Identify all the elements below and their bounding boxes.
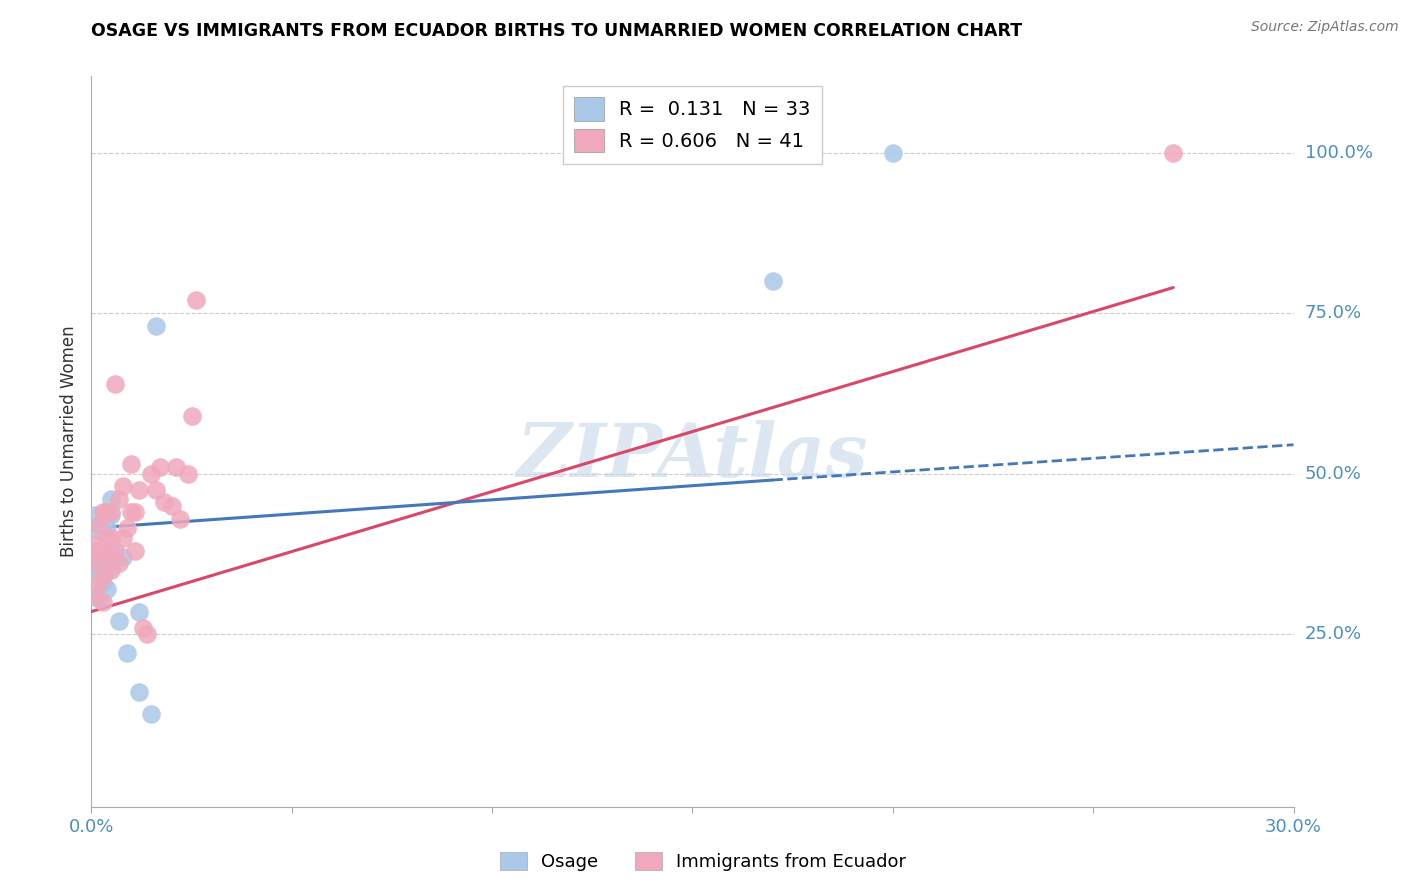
- Point: [93, 543, 115, 558]
- Point: [84, 537, 107, 551]
- Point: [93, 557, 115, 571]
- Text: 50.0%: 50.0%: [1305, 465, 1361, 483]
- Text: 75.0%: 75.0%: [1305, 304, 1362, 322]
- Point: [89, 559, 111, 574]
- Point: [117, 646, 139, 660]
- Point: [169, 511, 191, 525]
- Text: 25.0%: 25.0%: [1305, 625, 1362, 643]
- Point: [124, 505, 146, 519]
- Point: [108, 614, 131, 628]
- Point: [84, 543, 107, 558]
- Legend: Osage, Immigrants from Ecuador: Osage, Immigrants from Ecuador: [492, 845, 914, 879]
- Point: [148, 460, 170, 475]
- Point: [84, 557, 107, 571]
- Point: [100, 559, 122, 574]
- Text: Source: ZipAtlas.com: Source: ZipAtlas.com: [1251, 20, 1399, 34]
- Text: OSAGE VS IMMIGRANTS FROM ECUADOR BIRTHS TO UNMARRIED WOMEN CORRELATION CHART: OSAGE VS IMMIGRANTS FROM ECUADOR BIRTHS …: [91, 22, 1022, 40]
- Point: [89, 566, 111, 580]
- Point: [89, 549, 111, 564]
- Point: [112, 531, 135, 545]
- Y-axis label: Births to Unmarried Women: Births to Unmarried Women: [59, 326, 77, 558]
- Point: [89, 518, 111, 533]
- Point: [89, 524, 111, 539]
- Point: [104, 376, 127, 391]
- Point: [93, 566, 115, 580]
- Point: [93, 549, 115, 564]
- Point: [84, 589, 107, 603]
- Text: ZIPAtlas: ZIPAtlas: [516, 420, 869, 492]
- Point: [84, 566, 107, 580]
- Point: [100, 563, 122, 577]
- Point: [100, 508, 122, 523]
- Point: [141, 707, 163, 722]
- Point: [145, 319, 167, 334]
- Point: [152, 495, 174, 509]
- Legend: R =  0.131   N = 33, R = 0.606   N = 41: R = 0.131 N = 33, R = 0.606 N = 41: [562, 86, 823, 164]
- Point: [93, 518, 115, 533]
- Point: [84, 589, 107, 603]
- Point: [128, 605, 150, 619]
- Point: [93, 595, 115, 609]
- Point: [96, 505, 118, 519]
- Point: [96, 531, 118, 545]
- Point: [96, 505, 118, 519]
- Point: [96, 557, 118, 571]
- Point: [145, 483, 167, 497]
- Point: [180, 409, 202, 423]
- Point: [136, 627, 159, 641]
- Point: [128, 685, 150, 699]
- Point: [96, 582, 118, 596]
- Point: [84, 508, 107, 523]
- Point: [93, 505, 115, 519]
- Point: [132, 621, 155, 635]
- Point: [89, 543, 111, 558]
- Point: [89, 518, 111, 533]
- Point: [882, 145, 904, 160]
- Point: [100, 531, 122, 545]
- Point: [121, 505, 143, 519]
- Point: [1163, 145, 1185, 160]
- Point: [100, 543, 122, 558]
- Point: [124, 543, 146, 558]
- Point: [165, 460, 187, 475]
- Point: [160, 499, 183, 513]
- Point: [89, 591, 111, 606]
- Point: [93, 575, 115, 590]
- Point: [104, 543, 127, 558]
- Point: [112, 549, 135, 564]
- Point: [108, 492, 131, 507]
- Point: [96, 549, 118, 564]
- Point: [93, 569, 115, 583]
- Point: [112, 479, 135, 493]
- Point: [100, 505, 122, 519]
- Point: [89, 575, 111, 590]
- Point: [100, 492, 122, 507]
- Point: [96, 521, 118, 535]
- Point: [762, 274, 785, 288]
- Point: [128, 483, 150, 497]
- Point: [108, 557, 131, 571]
- Text: 100.0%: 100.0%: [1305, 144, 1372, 161]
- Point: [117, 521, 139, 535]
- Point: [121, 457, 143, 471]
- Point: [93, 543, 115, 558]
- Point: [141, 467, 163, 481]
- Point: [176, 467, 198, 481]
- Point: [184, 293, 207, 308]
